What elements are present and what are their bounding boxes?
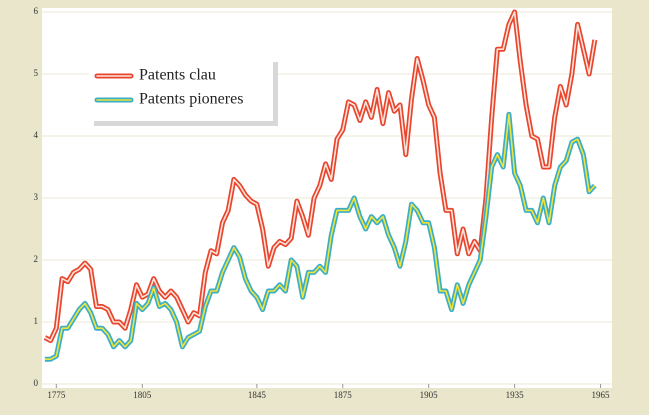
x-tick-label: 1775	[47, 390, 66, 400]
lines	[43, 9, 598, 362]
legend-label: Patents pioneres	[139, 91, 243, 108]
y-tick-label: 5	[34, 68, 39, 78]
x-tick-label: 1875	[334, 390, 353, 400]
x-tick-label: 1845	[248, 390, 267, 400]
x-tick-label: 1805	[133, 390, 152, 400]
legend: Patents clau Patents pioneres	[89, 57, 278, 126]
y-tick-label: 6	[34, 6, 39, 16]
series-line-highlight	[44, 11, 596, 342]
x-tick-label: 1905	[420, 390, 439, 400]
x-tick-label: 1935	[506, 390, 525, 400]
y-tick-label: 1	[34, 316, 39, 326]
y-tick-label: 2	[34, 254, 39, 264]
legend-label: Patents clau	[139, 67, 216, 84]
y-tick-label: 0	[34, 378, 39, 388]
series-line-highlight	[44, 113, 596, 360]
legend-box	[89, 57, 273, 121]
y-tick-label: 4	[34, 130, 39, 140]
y-tick-label: 3	[34, 192, 39, 202]
x-tick-label: 1965	[592, 390, 611, 400]
